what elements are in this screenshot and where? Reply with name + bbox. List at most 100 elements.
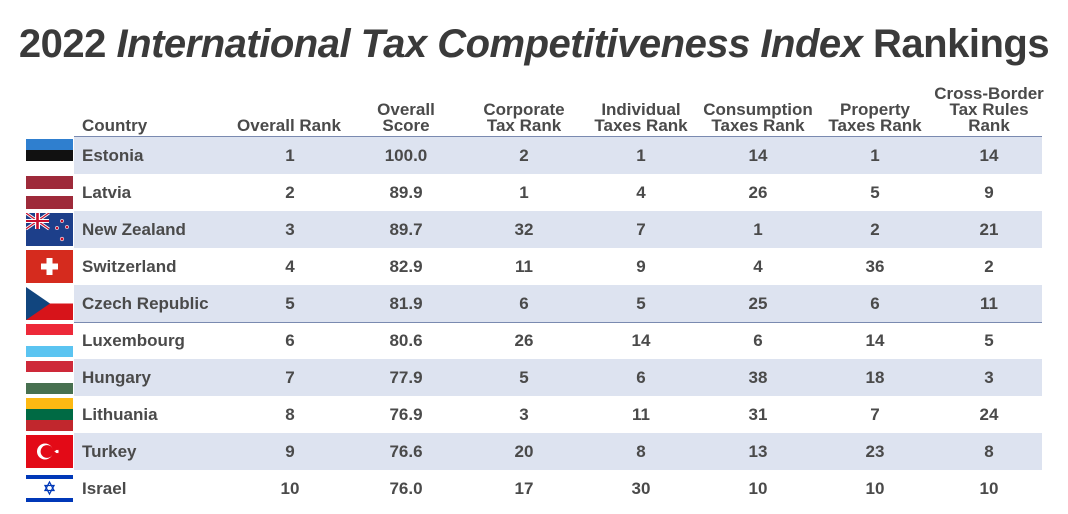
lithuania-flag bbox=[26, 398, 73, 431]
property-taxes-rank-cell: 7 bbox=[870, 405, 880, 424]
individual-taxes-rank-cell: 1 bbox=[636, 146, 646, 165]
country-name: New Zealand bbox=[82, 220, 186, 239]
cross-border-tax-rules-rank-cell: 3 bbox=[984, 368, 994, 387]
country-name: Lithuania bbox=[82, 405, 158, 424]
overall-rank-cell: 10 bbox=[280, 479, 300, 498]
israel-flag bbox=[26, 472, 73, 505]
overall-rank-cell: 5 bbox=[285, 294, 295, 313]
turkey-flag bbox=[26, 435, 73, 468]
cross-border-tax-rules-rank-cell: 14 bbox=[979, 146, 999, 165]
cross-border-tax-rules-rank-cell: 2 bbox=[984, 257, 994, 276]
overall-score-cell: 80.6 bbox=[389, 331, 423, 350]
property-taxes-rank-cell: 10 bbox=[865, 479, 885, 498]
table-row: Lithuania 8 76.9 3 11 31 7 24 bbox=[0, 396, 1068, 433]
overall-rank-cell: 8 bbox=[285, 405, 295, 424]
property-taxes-rank-cell: 6 bbox=[870, 294, 880, 313]
table-row: Turkey 9 76.6 20 8 13 23 8 bbox=[0, 433, 1068, 470]
table-row: Luxembourg 6 80.6 26 14 6 14 5 bbox=[0, 322, 1068, 359]
individual-taxes-rank-cell: 9 bbox=[636, 257, 646, 276]
estonia-flag bbox=[26, 139, 73, 172]
cross-border-tax-rules-rank-cell: 21 bbox=[979, 220, 999, 239]
individual-taxes-rank-cell: 6 bbox=[636, 368, 646, 387]
consumption-taxes-rank-cell: 13 bbox=[748, 442, 768, 461]
overall-score-cell: 76.9 bbox=[389, 405, 423, 424]
header-corporate-tax-rank: Corporate Tax Rank bbox=[483, 100, 565, 135]
consumption-taxes-rank-cell: 6 bbox=[753, 331, 763, 350]
table-row: New Zealand 3 89.7 32 7 1 2 21 bbox=[0, 211, 1068, 248]
overall-rank-cell: 2 bbox=[285, 183, 295, 202]
country-name: Latvia bbox=[82, 183, 132, 202]
individual-taxes-rank-cell: 5 bbox=[636, 294, 646, 313]
overall-score-cell: 82.9 bbox=[389, 257, 423, 276]
cross-border-tax-rules-rank-cell: 8 bbox=[984, 442, 994, 461]
country-name: Switzerland bbox=[82, 257, 177, 276]
country-name: Czech Republic bbox=[82, 294, 209, 313]
consumption-taxes-rank-cell: 4 bbox=[753, 257, 763, 276]
corporate-tax-rank-cell: 26 bbox=[514, 331, 534, 350]
corporate-tax-rank-cell: 5 bbox=[519, 368, 529, 387]
table-row: Estonia 1 100.0 2 1 14 1 14 bbox=[0, 137, 1068, 174]
cross-border-tax-rules-rank-cell: 11 bbox=[980, 294, 998, 313]
corporate-tax-rank-cell: 20 bbox=[514, 442, 534, 461]
row-band bbox=[74, 285, 1042, 322]
cross-border-tax-rules-rank-cell: 24 bbox=[979, 405, 999, 424]
row-band bbox=[74, 433, 1042, 470]
property-taxes-rank-cell: 23 bbox=[865, 442, 885, 461]
title-prefix: 2022 bbox=[18, 22, 117, 66]
overall-score-cell: 77.9 bbox=[389, 368, 423, 387]
consumption-taxes-rank-cell: 1 bbox=[753, 220, 763, 239]
property-taxes-rank-cell: 36 bbox=[865, 257, 885, 276]
new-zealand-flag bbox=[26, 213, 73, 246]
overall-rank-cell: 9 bbox=[285, 442, 295, 461]
individual-taxes-rank-cell: 4 bbox=[636, 183, 646, 202]
row-band bbox=[74, 137, 1042, 174]
overall-score-cell: 81.9 bbox=[389, 294, 423, 313]
header-overall-score: Overall Score bbox=[377, 100, 435, 135]
property-taxes-rank-cell: 2 bbox=[870, 220, 880, 239]
property-taxes-rank-cell: 1 bbox=[870, 146, 880, 165]
consumption-taxes-rank-cell: 14 bbox=[748, 146, 768, 165]
corporate-tax-rank-cell: 17 bbox=[514, 479, 534, 498]
property-taxes-rank-cell: 14 bbox=[865, 331, 885, 350]
hungary-flag bbox=[26, 361, 73, 394]
overall-score-cell: 76.0 bbox=[389, 479, 423, 498]
consumption-taxes-rank-cell: 31 bbox=[748, 405, 768, 424]
country-name: Hungary bbox=[82, 368, 151, 387]
corporate-tax-rank-cell: 1 bbox=[519, 183, 529, 202]
overall-rank-cell: 7 bbox=[285, 368, 295, 387]
overall-rank-cell: 1 bbox=[285, 146, 295, 165]
title-suffix: Rankings bbox=[862, 22, 1050, 66]
header-individual-taxes-rank: Individual Taxes Rank bbox=[594, 100, 688, 135]
czech-republic-flag bbox=[26, 287, 73, 320]
consumption-taxes-rank-cell: 25 bbox=[748, 294, 768, 313]
row-band bbox=[74, 359, 1042, 396]
table-row: Latvia 2 89.9 1 4 26 5 9 bbox=[0, 174, 1068, 211]
header-country: Country bbox=[82, 116, 148, 135]
overall-score-cell: 89.9 bbox=[389, 183, 423, 202]
title-italic: International Tax Competitiveness Index bbox=[116, 22, 863, 66]
consumption-taxes-rank-cell: 38 bbox=[748, 368, 768, 387]
overall-score-cell: 100.0 bbox=[384, 146, 428, 165]
latvia-flag bbox=[26, 176, 73, 209]
consumption-taxes-rank-cell: 10 bbox=[748, 479, 768, 498]
corporate-tax-rank-cell: 3 bbox=[519, 405, 529, 424]
cross-border-tax-rules-rank-cell: 9 bbox=[984, 183, 994, 202]
header-property-taxes-rank: Property Taxes Rank bbox=[828, 100, 922, 135]
row-band bbox=[74, 211, 1042, 248]
chart-title: 2022 International Tax Competitiveness I… bbox=[0, 22, 1068, 67]
individual-taxes-rank-cell: 14 bbox=[631, 331, 651, 350]
header-overall-rank: Overall Rank bbox=[237, 116, 341, 135]
individual-taxes-rank-cell: 11 bbox=[632, 405, 650, 424]
corporate-tax-rank-cell: 6 bbox=[519, 294, 529, 313]
overall-rank-cell: 6 bbox=[285, 331, 295, 350]
table-top-rule bbox=[74, 136, 1042, 137]
overall-score-cell: 89.7 bbox=[389, 220, 423, 239]
header-cross-border-tax-rules-rank: Cross-Border Tax Rules Rank bbox=[934, 84, 1044, 135]
country-name: Turkey bbox=[82, 442, 137, 461]
individual-taxes-rank-cell: 30 bbox=[631, 479, 651, 498]
table-body: Estonia 1 100.0 2 1 14 1 14 Latvia 2 89.9 1 4 26 5 9 New… bbox=[0, 137, 1068, 507]
table-row: Switzerland 4 82.9 11 9 4 36 2 bbox=[0, 248, 1068, 285]
country-name: Israel bbox=[82, 479, 127, 498]
overall-score-cell: 76.6 bbox=[389, 442, 423, 461]
table-row: Hungary 7 77.9 5 6 38 18 3 bbox=[0, 359, 1068, 396]
